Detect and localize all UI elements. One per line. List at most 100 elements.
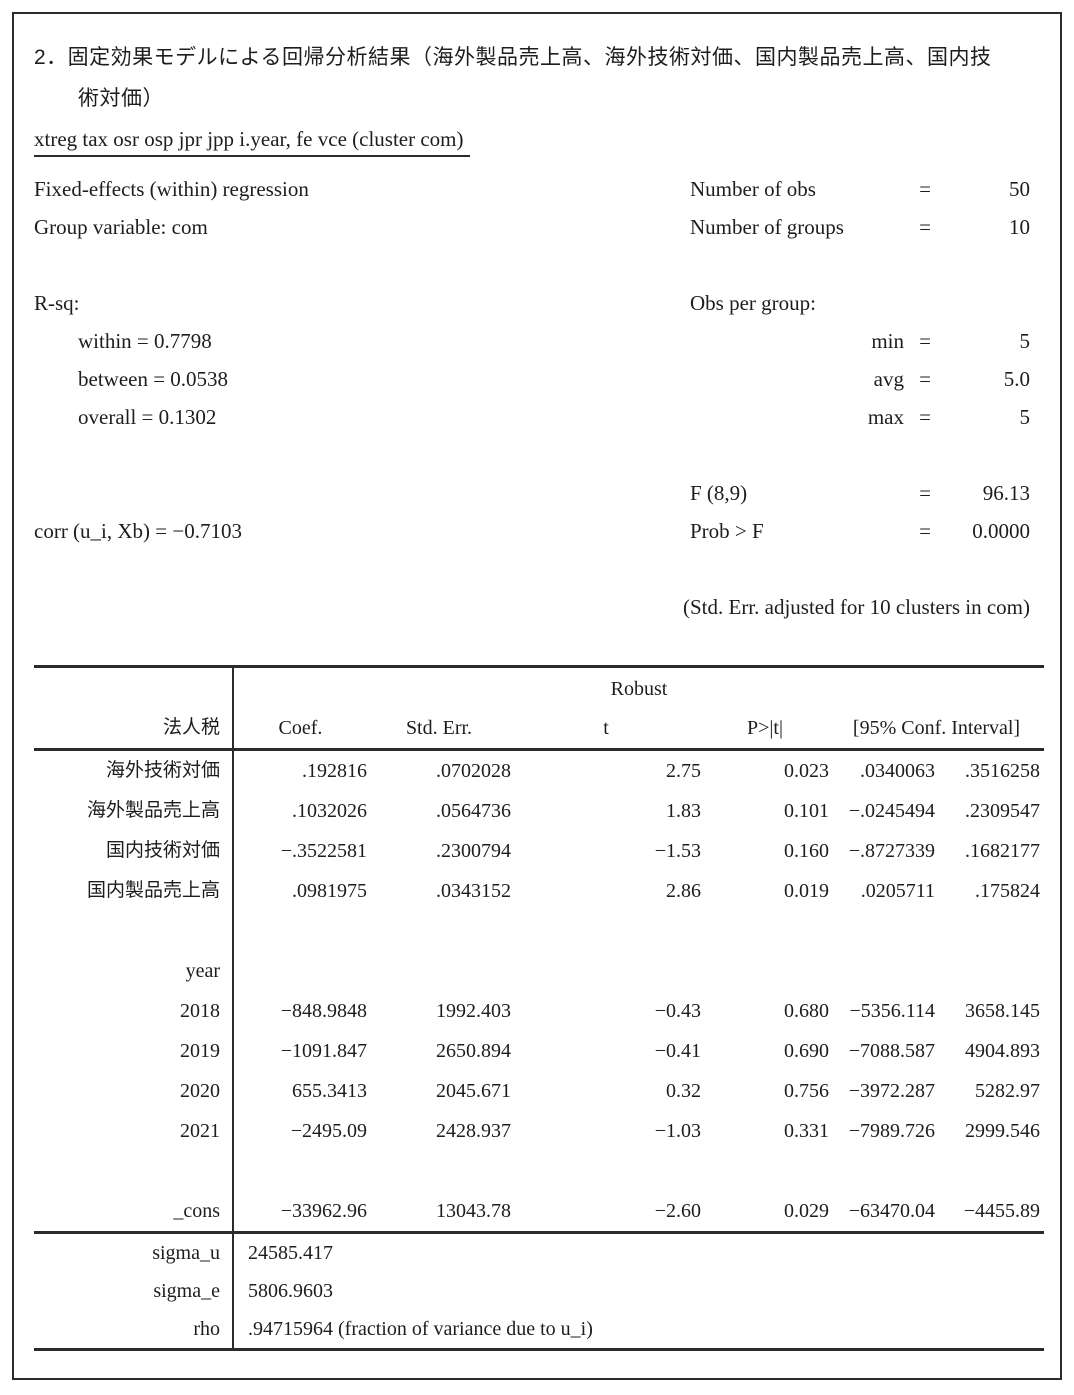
coef-value: −1091.847: [280, 1040, 367, 1062]
sigma-row: sigma_e 5806.9603: [34, 1272, 1044, 1310]
sigma-label: rho: [34, 1310, 234, 1348]
t-value: −2.60: [654, 1200, 701, 1222]
stderr-value: .0343152: [436, 880, 511, 902]
header-row: between = 0.0538 avg = 5.0: [34, 360, 1030, 398]
stat-value: 0.0000: [972, 519, 1030, 543]
document-page: 2．固定効果モデルによる回帰分析結果（海外製品売上高、海外技術対価、国内製品売上…: [12, 12, 1062, 1380]
coef-value: .0981975: [292, 880, 367, 902]
table-row: 海外製品売上高 .1032026 .0564736 1.83 0.101 −.0…: [34, 791, 1044, 831]
coef-value: 655.3413: [292, 1080, 367, 1102]
stat-label: avg: [873, 367, 904, 391]
stat-label: max: [867, 405, 904, 429]
ci-low: .0205711: [860, 880, 935, 902]
table-row: 2020 655.3413 2045.671 0.32 0.756 −3972.…: [34, 1071, 1044, 1111]
ci-low: −7989.726: [848, 1120, 935, 1142]
stderr-value: .0702028: [436, 760, 511, 782]
ci-high: .175824: [975, 880, 1040, 902]
coef-value: .1032026: [292, 800, 367, 822]
ci-low: .0340063: [860, 760, 935, 782]
ci-high: 4904.893: [965, 1040, 1040, 1062]
regression-type: Fixed-effects (within) regression: [34, 177, 309, 201]
coef-value: −.3522581: [280, 840, 367, 862]
stub-header: 法人税: [34, 708, 234, 748]
stat-number-of-groups: Number of groups = 10: [690, 208, 1030, 246]
rsq-within: within = 0.7798: [78, 329, 212, 353]
header-row: overall = 0.1302 max = 5: [34, 398, 1030, 436]
t-value: 2.75: [666, 760, 701, 782]
header-row: corr (u_i, Xb) = −0.7103 Prob > F = 0.00…: [34, 512, 1030, 550]
header-row: within = 0.7798 min = 5: [34, 322, 1030, 360]
t-value: 2.86: [666, 880, 701, 902]
rsq-between: between = 0.0538: [78, 367, 229, 391]
rsq-label: R-sq:: [34, 291, 80, 315]
ci-high: 2999.546: [965, 1120, 1040, 1142]
spacer-row: [34, 246, 1030, 284]
row-label: 2018: [34, 991, 234, 1031]
coef-value: .192816: [302, 760, 367, 782]
empty-stub: [34, 668, 234, 708]
row-label: 2019: [34, 1031, 234, 1071]
robust-row: Robust: [34, 668, 1044, 708]
corr-u-xb: corr (u_i, Xb) = −0.7103: [34, 519, 242, 543]
ci-low: −.8727339: [848, 840, 935, 862]
obs-per-group: Obs per group:: [690, 284, 1030, 322]
row-label: 2020: [34, 1071, 234, 1111]
empty-stub: [34, 1151, 234, 1191]
sigma-row: rho .94715964 (fraction of variance due …: [34, 1310, 1044, 1348]
ci-low: −7088.587: [848, 1040, 935, 1062]
stderr-value: 13043.78: [436, 1200, 511, 1222]
page-content: 2．固定効果モデルによる回帰分析結果（海外製品売上高、海外技術対価、国内製品売上…: [14, 14, 1060, 1351]
p-value: 0.023: [784, 760, 829, 782]
cluster-note: (Std. Err. adjusted for 10 clusters in c…: [682, 595, 1030, 619]
col-header-ci: [95% Conf. Interval]: [852, 717, 1021, 739]
p-value: 0.101: [784, 800, 829, 822]
t-value: 0.32: [666, 1080, 701, 1102]
robust-label: Robust: [610, 678, 668, 700]
command-row: xtreg tax osr osp jpr jpp i.year, fe vce…: [34, 127, 1030, 167]
stat-avg: avg = 5.0: [690, 360, 1030, 398]
header-row: Group variable: com Number of groups = 1…: [34, 208, 1030, 246]
equals-sign: =: [919, 177, 931, 201]
title-line-1: 2．固定効果モデルによる回帰分析結果（海外製品売上高、海外技術対価、国内製品売上…: [34, 46, 992, 69]
ci-low: −.0245494: [848, 800, 935, 822]
stat-label: min: [871, 329, 904, 353]
row-label: 海外製品売上高: [34, 791, 234, 831]
row-label: 2021: [34, 1111, 234, 1151]
stat-value: 10: [1009, 215, 1030, 239]
equals-sign: =: [919, 329, 931, 353]
t-value: −0.43: [654, 1000, 701, 1022]
stat-value: 5: [1019, 405, 1031, 429]
p-value: 0.756: [784, 1080, 829, 1102]
sigma-value: .94715964 (fraction of variance due to u…: [248, 1318, 593, 1340]
p-value: 0.029: [784, 1200, 829, 1222]
t-value: −0.41: [654, 1040, 701, 1062]
stat-min: min = 5: [690, 322, 1030, 360]
sigma-row: sigma_u 24585.417: [34, 1234, 1044, 1272]
coef-value: −2495.09: [290, 1120, 367, 1142]
stata-command: xtreg tax osr osp jpr jpp i.year, fe vce…: [34, 127, 470, 157]
sigma-value: 24585.417: [248, 1242, 333, 1264]
table-row: 2021 −2495.09 2428.937 −1.03 0.331 −7989…: [34, 1111, 1044, 1151]
stat-label: F (8,9): [690, 481, 748, 505]
row-label: _cons: [34, 1191, 234, 1231]
p-value: 0.019: [784, 880, 829, 902]
equals-sign: =: [919, 519, 931, 543]
spacer-row: [34, 550, 1030, 588]
p-value: 0.331: [784, 1120, 829, 1142]
p-value: 0.690: [784, 1040, 829, 1062]
header-row: F (8,9) = 96.13: [34, 474, 1030, 512]
rsq-overall: overall = 0.1302: [78, 405, 217, 429]
title-line-2: 術対価）: [78, 87, 164, 110]
stat-value: 50: [1009, 177, 1030, 201]
year-group-label: year: [34, 951, 234, 991]
stderr-value: 1992.403: [436, 1000, 511, 1022]
sigma-label: sigma_e: [34, 1272, 234, 1310]
stat-value: 5.0: [1003, 367, 1030, 391]
stat-max: max = 5: [690, 398, 1030, 436]
sigma-section: sigma_u 24585.417 sigma_e 5806.9603 rho …: [34, 1231, 1044, 1348]
regression-table: Robust 法人税 Coef. Std. Err. t P>|t| [95% …: [34, 665, 1044, 1351]
sigma-label: sigma_u: [34, 1234, 234, 1272]
model-header: Fixed-effects (within) regression Number…: [34, 170, 1030, 626]
coef-value: −848.9848: [280, 1000, 367, 1022]
col-header-t: t: [603, 717, 609, 739]
